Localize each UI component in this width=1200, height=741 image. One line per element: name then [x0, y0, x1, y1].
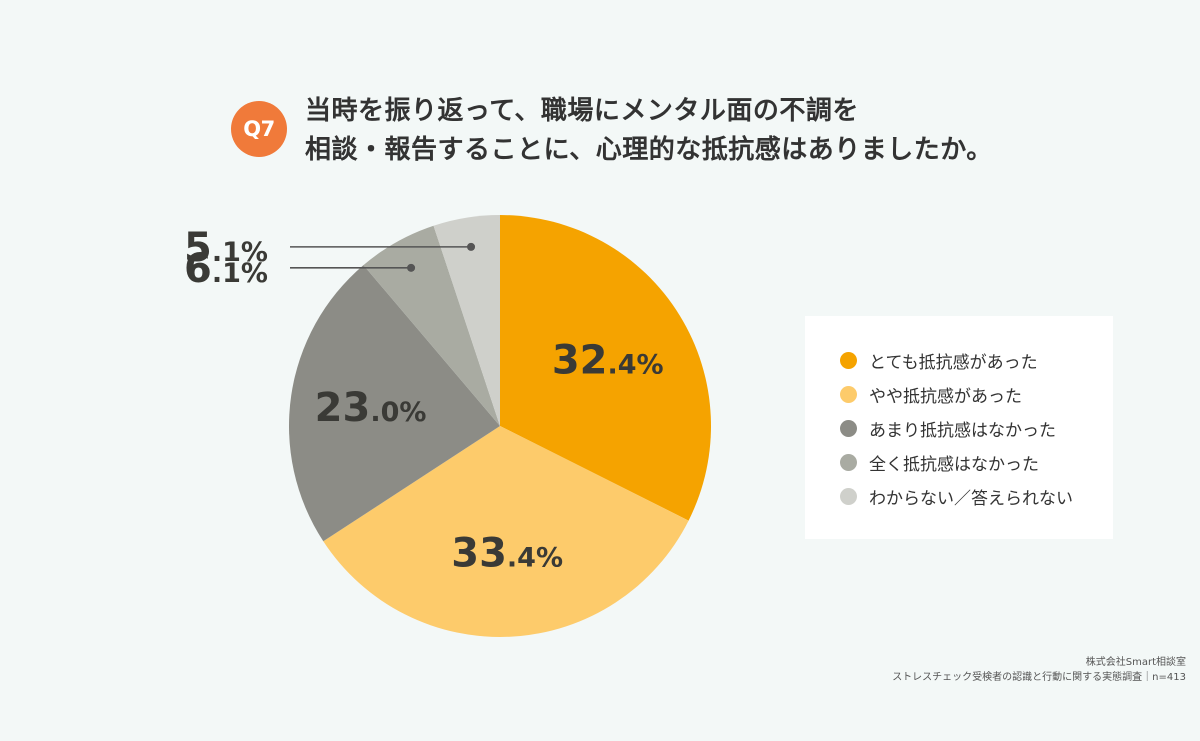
legend: とても抵抗感があった やや抵抗感があったあまり抵抗感はなかった 全く抵抗感はなかった…	[805, 316, 1113, 539]
question-number-badge: Q7	[231, 101, 287, 157]
legend-item-4: 全く抵抗感はなかった	[840, 450, 1039, 475]
data-label-5: 5.1%	[184, 225, 268, 271]
legend-label-5: わからない／答えられない	[869, 489, 1073, 509]
data-label-4: 6.1%	[184, 246, 268, 292]
legend-item-2: やや抵抗感があった	[840, 382, 1022, 407]
legend-swatch-5	[840, 488, 857, 505]
data-label-1: 32.4%	[552, 338, 664, 384]
pie-slice-1	[500, 215, 711, 521]
source-note: 株式会社Smart相談室 ストレスチェック受検者の認識と行動に関する実態調査｜n…	[892, 655, 1186, 685]
chart-title-line-1: 当時を振り返って、職場にメンタル面の不調を	[305, 96, 859, 126]
source-survey: ストレスチェック受検者の認識と行動に関する実態調査｜n=413	[892, 672, 1186, 683]
data-label-2: 33.4%	[451, 530, 563, 576]
chart-title-line-2: 相談・報告することに、心理的な抵抗感はありましたか。	[305, 135, 993, 165]
leader-dot-5	[467, 242, 476, 251]
legend-label-2: やや抵抗感があった	[869, 387, 1022, 407]
pie-slice-4	[363, 225, 500, 426]
leader-dot-4	[407, 263, 416, 272]
legend-item-5: わからない／答えられない	[840, 484, 1073, 509]
data-label-3: 23.0%	[315, 385, 427, 431]
pie-slice-5	[433, 215, 500, 426]
legend-swatch-2	[840, 386, 857, 403]
pie-slice-3	[288, 265, 500, 542]
legend-item-3: あまり抵抗感はなかった	[840, 416, 1056, 441]
legend-label-1: とても抵抗感があった	[869, 353, 1038, 373]
legend-swatch-1	[840, 352, 857, 369]
legend-item-1: とても抵抗感があった	[840, 348, 1038, 373]
legend-label-3: あまり抵抗感はなかった	[869, 421, 1056, 441]
legend-label-4: 全く抵抗感はなかった	[869, 455, 1039, 475]
legend-swatch-3	[840, 420, 857, 437]
source-company: 株式会社Smart相談室	[1085, 657, 1186, 668]
pie-slice-2	[323, 426, 689, 638]
legend-swatch-4	[840, 454, 857, 471]
